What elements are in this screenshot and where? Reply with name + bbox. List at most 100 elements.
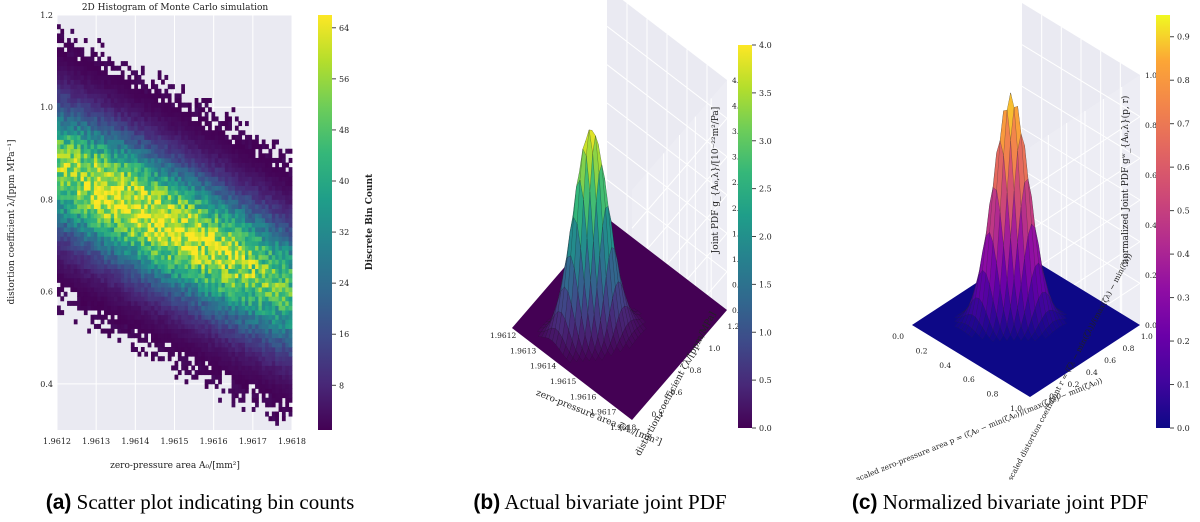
histogram-bin <box>100 61 105 67</box>
histogram-bin <box>110 319 115 325</box>
histogram-bin <box>77 240 81 246</box>
histogram-bin <box>218 314 222 320</box>
histogram-bin <box>127 245 132 251</box>
histogram-bin <box>171 305 175 311</box>
histogram-bin <box>87 107 91 113</box>
histogram-bin <box>268 370 273 376</box>
histogram-bin <box>77 231 81 237</box>
histogram-bin <box>127 254 132 260</box>
histogram-bin <box>218 277 222 283</box>
histogram-bin <box>234 277 239 283</box>
histogram-bin <box>80 102 85 108</box>
histogram-bin <box>117 213 122 219</box>
histogram-bin <box>248 181 253 187</box>
histogram-bin <box>278 319 283 325</box>
histogram-bin <box>130 236 135 242</box>
histogram-bin <box>87 268 91 274</box>
histogram-bin <box>275 319 279 325</box>
histogram-bin <box>83 222 88 228</box>
histogram-bin <box>278 397 283 403</box>
histogram-bin <box>161 167 165 173</box>
histogram-bin <box>221 264 226 270</box>
histogram-bin <box>157 121 162 127</box>
histogram-bin <box>164 102 169 108</box>
histogram-bin <box>97 300 102 306</box>
histogram-bin <box>198 111 202 117</box>
histogram-y-tick: 1.0 <box>40 103 53 112</box>
histogram-bin <box>251 406 256 412</box>
histogram-bin <box>194 102 199 108</box>
histogram-bin <box>110 79 115 85</box>
histogram-bin <box>214 139 219 145</box>
histogram-bin <box>77 139 81 145</box>
histogram-bin <box>127 139 132 145</box>
histogram-bin <box>184 323 189 329</box>
histogram-bin <box>114 139 118 145</box>
c-y-tick: 0.8 <box>1123 344 1135 353</box>
histogram-bin <box>83 204 88 210</box>
histogram-bin <box>134 102 138 108</box>
b-colorbar-tick: 0.5 <box>759 376 772 385</box>
histogram-bin <box>127 111 132 117</box>
histogram-bin <box>194 305 199 311</box>
histogram-bin <box>265 383 269 389</box>
histogram-bin <box>77 102 81 108</box>
histogram-bin <box>231 379 236 385</box>
histogram-bin <box>288 333 293 339</box>
histogram-bin <box>228 356 232 362</box>
histogram-bin <box>73 181 78 187</box>
histogram-bin <box>120 144 125 150</box>
histogram-bin <box>171 347 175 353</box>
histogram-bin <box>177 296 182 302</box>
histogram-bin <box>93 259 98 265</box>
histogram-bin <box>117 167 122 173</box>
histogram-bin <box>87 153 91 159</box>
histogram-bin <box>201 287 206 293</box>
histogram-bin <box>130 231 135 237</box>
histogram-bin <box>238 121 243 127</box>
histogram-bin <box>187 217 192 223</box>
histogram-bin <box>187 245 192 251</box>
histogram-bin <box>77 134 81 140</box>
histogram-bin <box>83 296 88 302</box>
histogram-bin <box>164 125 169 131</box>
histogram-bin <box>275 287 279 293</box>
histogram-bin <box>278 273 283 279</box>
histogram-bin <box>161 176 165 182</box>
histogram-bin <box>255 157 259 163</box>
histogram-bin <box>204 176 209 182</box>
histogram-bin <box>245 190 249 196</box>
histogram-bin <box>151 250 155 256</box>
histogram-bin <box>275 259 279 265</box>
histogram-bin <box>130 227 135 233</box>
histogram-bin <box>184 360 189 366</box>
histogram-bin <box>234 231 239 237</box>
histogram-bin <box>124 190 128 196</box>
histogram-bin <box>184 273 189 279</box>
histogram-bin <box>57 61 61 67</box>
histogram-bin <box>140 300 145 306</box>
histogram-bin <box>171 337 175 343</box>
histogram-bin <box>134 310 138 316</box>
histogram-bin <box>167 333 172 339</box>
histogram-bin <box>281 347 286 353</box>
histogram-bin <box>245 347 249 353</box>
histogram-bin <box>194 185 199 191</box>
histogram-bin <box>241 328 246 334</box>
histogram-bin <box>87 167 91 173</box>
histogram-bin <box>63 130 68 136</box>
histogram-bin <box>261 139 266 145</box>
histogram-bin <box>60 259 65 265</box>
histogram-bin <box>238 190 243 196</box>
histogram-bin <box>151 204 155 210</box>
histogram-bin <box>120 245 125 251</box>
histogram-bin <box>97 93 102 99</box>
histogram-bin <box>271 217 276 223</box>
histogram-bin <box>285 208 290 214</box>
histogram-bin <box>57 148 61 154</box>
histogram-bin <box>83 130 88 136</box>
histogram-bin <box>241 370 246 376</box>
histogram-bin <box>258 240 263 246</box>
histogram-bin <box>80 116 85 122</box>
histogram-bin <box>67 167 71 173</box>
